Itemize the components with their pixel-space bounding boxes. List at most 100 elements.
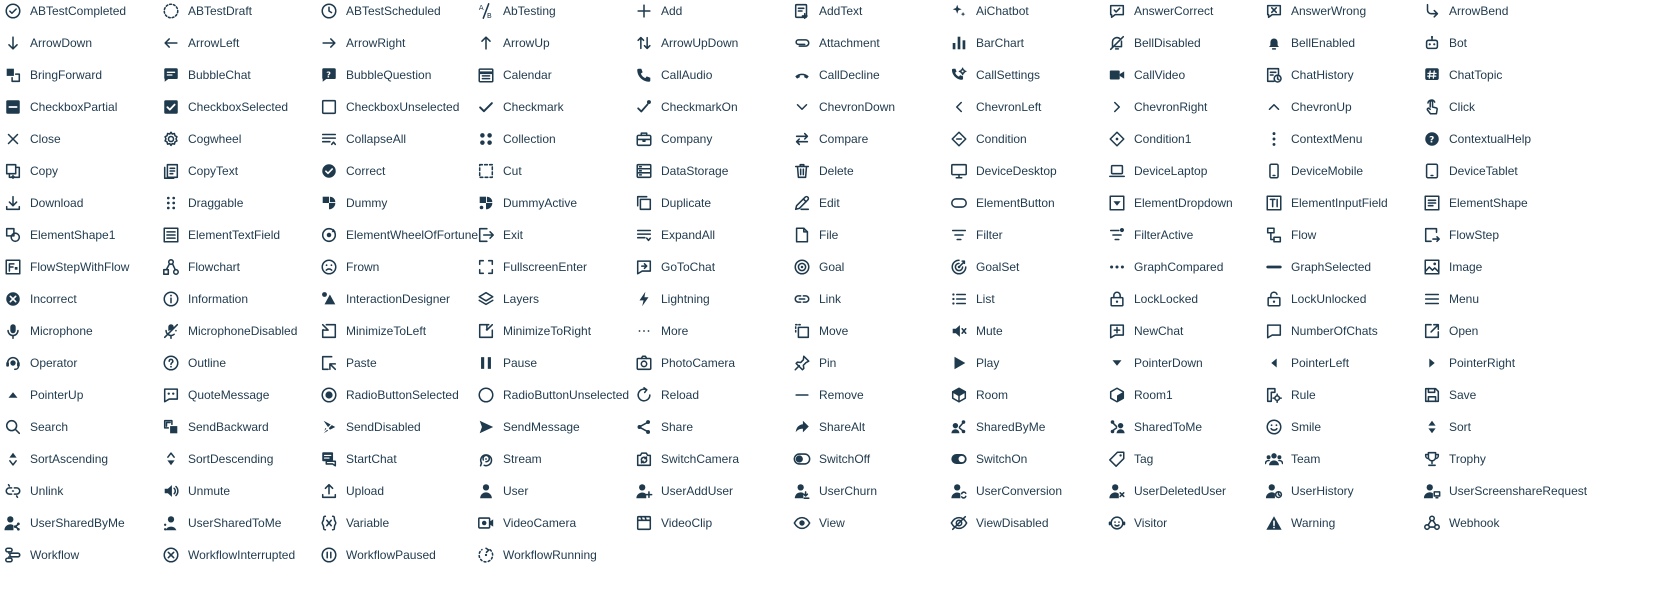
icon-label: DummyActive: [503, 196, 578, 210]
user-deleted-user-icon: [1107, 481, 1127, 501]
icon-label: Condition1: [1134, 132, 1192, 146]
icon-cell-shared-by-me: SharedByMe: [946, 411, 1045, 443]
icon-cell-room: Room: [946, 379, 1008, 411]
icon-label: Unlink: [30, 484, 64, 498]
icon-cell-checkbox-selected: CheckboxSelected: [158, 91, 288, 123]
workflow-paused-icon: [319, 545, 339, 565]
icon-label: Webhook: [1449, 516, 1500, 530]
icon-cell-incorrect: Incorrect: [0, 283, 77, 315]
icon-cell-pointer-right: PointerRight: [1419, 347, 1515, 379]
icon-label: ExpandAll: [661, 228, 716, 242]
arrow-up-icon: [476, 33, 496, 53]
device-tablet-icon: [1422, 161, 1442, 181]
ab-test-completed-icon: [3, 1, 23, 21]
icon-label: Incorrect: [30, 292, 77, 306]
send-backward-icon: [161, 417, 181, 437]
icon-label: FlowStepWithFlow: [30, 260, 130, 274]
icon-cell-add-text: AddText: [789, 0, 862, 27]
icon-label: Menu: [1449, 292, 1480, 306]
icon-label: PointerUp: [30, 388, 84, 402]
icon-cell-send-backward: SendBackward: [158, 411, 269, 443]
icon-cell-edit: Edit: [789, 187, 840, 219]
icon-cell-warning: Warning: [1261, 507, 1335, 539]
icon-cell-list: List: [946, 283, 995, 315]
icon-cell-rule: Rule: [1261, 379, 1316, 411]
arrow-right-icon: [319, 33, 339, 53]
icon-cell-lightning: Lightning: [631, 283, 710, 315]
download-icon: [3, 193, 23, 213]
bell-enabled-icon: [1264, 33, 1284, 53]
play-icon: [949, 353, 969, 373]
icon-cell-filter-active: FilterActive: [1104, 219, 1193, 251]
icon-label: BarChart: [976, 36, 1025, 50]
icon-cell-chevron-right: ChevronRight: [1104, 91, 1207, 123]
icon-cell-draggable: Draggable: [158, 187, 243, 219]
icon-label: GraphCompared: [1134, 260, 1224, 274]
icon-label: Compare: [819, 132, 869, 146]
user-icon: [476, 481, 496, 501]
icon-cell-room1: Room1: [1104, 379, 1173, 411]
call-settings-icon: [949, 65, 969, 85]
icon-label: ChevronUp: [1291, 100, 1352, 114]
icon-cell-go-to-chat: GoToChat: [631, 251, 715, 283]
smile-icon: [1264, 417, 1284, 437]
icon-label: Copy: [30, 164, 59, 178]
flow-step-icon: [1422, 225, 1442, 245]
move-icon: [792, 321, 812, 341]
icon-label: Visitor: [1134, 516, 1168, 530]
chevron-down-icon: [792, 97, 812, 117]
icon-label: Attachment: [819, 36, 880, 50]
bar-chart-icon: [949, 33, 969, 53]
icon-label: ArrowLeft: [188, 36, 240, 50]
icon-label: Mute: [976, 324, 1003, 338]
compare-icon: [792, 129, 812, 149]
icon-cell-minimize-to-left: MinimizeToLeft: [316, 315, 426, 347]
icon-label: ElementShape: [1449, 196, 1528, 210]
icon-label: BubbleChat: [188, 68, 251, 82]
icon-label: WorkflowInterrupted: [188, 548, 296, 562]
add-icon: [634, 1, 654, 21]
icon-cell-operator: Operator: [0, 347, 77, 379]
icon-cell-radio-button-selected: RadioButtonSelected: [316, 379, 459, 411]
arrow-down-icon: [3, 33, 23, 53]
icon-label: SharedToMe: [1134, 420, 1203, 434]
icon-cell-company: Company: [631, 123, 712, 155]
search-icon: [3, 417, 23, 437]
icon-cell-flow-step: FlowStep: [1419, 219, 1499, 251]
icon-cell-graph-selected: GraphSelected: [1261, 251, 1371, 283]
icon-cell-download: Download: [0, 187, 83, 219]
pointer-up-icon: [3, 385, 23, 405]
icon-label: CheckmarkOn: [661, 100, 738, 114]
icon-label: QuoteMessage: [188, 388, 270, 402]
icon-label: MinimizeToLeft: [346, 324, 427, 338]
icon-cell-variable: Variable: [316, 507, 389, 539]
user-conversion-icon: [949, 481, 969, 501]
icon-label: RadioButtonSelected: [346, 388, 459, 402]
icon-label: ArrowUpDown: [661, 36, 739, 50]
arrow-up-down-icon: [634, 33, 654, 53]
switch-off-icon: [792, 449, 812, 469]
goal-set-icon: [949, 257, 969, 277]
icon-cell-save: Save: [1419, 379, 1476, 411]
send-message-icon: [476, 417, 496, 437]
icon-label: Edit: [819, 196, 840, 210]
icon-cell-start-chat: StartChat: [316, 443, 397, 475]
save-icon: [1422, 385, 1442, 405]
icon-label: DeviceMobile: [1291, 164, 1364, 178]
icon-label: Room1: [1134, 388, 1173, 402]
icon-cell-interaction-designer: InteractionDesigner: [316, 283, 450, 315]
radio-button-selected-icon: [319, 385, 339, 405]
send-disabled-icon: [319, 417, 339, 437]
icon-label: UserScreenshareRequest: [1449, 484, 1588, 498]
variable-icon: [319, 513, 339, 533]
icon-label: BringForward: [30, 68, 103, 82]
icon-cell-link: Link: [789, 283, 841, 315]
icon-cell-sort-ascending: SortAscending: [0, 443, 108, 475]
svg-text:A: A: [479, 3, 484, 12]
layers-icon: [476, 289, 496, 309]
icon-cell-device-desktop: DeviceDesktop: [946, 155, 1057, 187]
icon-label: Lightning: [661, 292, 710, 306]
icon-label: Remove: [819, 388, 864, 402]
icon-cell-sort: Sort: [1419, 411, 1471, 443]
icon-cell-user-deleted-user: UserDeletedUser: [1104, 475, 1226, 507]
